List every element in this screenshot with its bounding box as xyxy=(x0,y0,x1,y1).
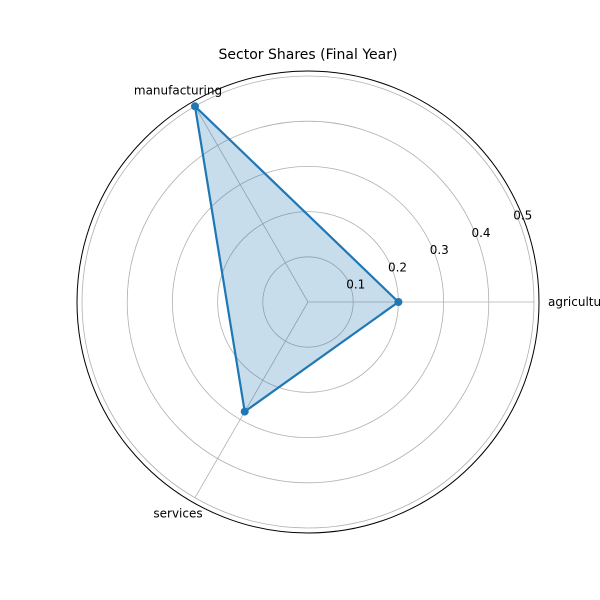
category-label: services xyxy=(153,506,202,520)
data-point xyxy=(394,298,403,306)
grid-layer xyxy=(76,70,540,534)
data-point xyxy=(191,102,199,111)
r-tick-label: 0.4 xyxy=(471,226,490,240)
r-tick-label: 0.3 xyxy=(430,243,449,257)
axis-spoke xyxy=(194,301,309,498)
chart-title: Sector Shares (Final Year) xyxy=(218,47,398,63)
data-layer xyxy=(191,102,403,416)
polar-frame xyxy=(76,70,540,534)
category-label: agriculture xyxy=(548,295,600,309)
label-layer: 0.1 0.2 0.3 0.4 0.5 agriculture manufacturing s… xyxy=(134,84,600,521)
r-tick-label: 0.1 xyxy=(346,278,365,292)
series-area xyxy=(195,106,399,412)
axis-spoke xyxy=(194,106,309,303)
r-tick-label: 0.5 xyxy=(513,209,532,223)
category-label: manufacturing xyxy=(134,84,222,98)
r-tick-label: 0.2 xyxy=(388,260,407,274)
data-point xyxy=(240,407,249,416)
series-line xyxy=(193,105,400,413)
